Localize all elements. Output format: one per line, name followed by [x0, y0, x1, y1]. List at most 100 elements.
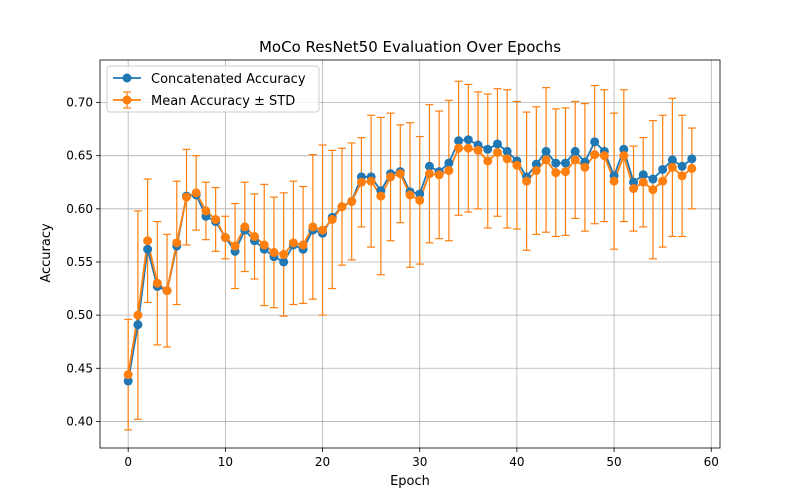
point-mean	[492, 147, 502, 157]
point-mean	[473, 145, 483, 155]
point-concat	[638, 170, 648, 180]
point-concat	[502, 146, 512, 156]
x-tick-label: 30	[412, 455, 427, 469]
point-concat	[483, 144, 493, 154]
point-concat	[133, 320, 143, 330]
point-mean	[230, 241, 240, 251]
point-mean	[667, 162, 677, 172]
point-mean	[201, 206, 211, 216]
point-mean	[288, 238, 298, 248]
legend-entry-mean: Mean Accuracy ± STD	[113, 91, 295, 109]
point-concat	[570, 146, 580, 156]
x-axis-label: Epoch	[390, 474, 430, 489]
point-mean	[609, 176, 619, 186]
point-mean	[541, 155, 551, 165]
point-mean	[279, 250, 289, 260]
point-mean	[405, 190, 415, 200]
point-mean	[629, 184, 639, 194]
point-mean	[191, 188, 201, 198]
point-concat	[123, 376, 133, 386]
legend-label-concat: Concatenated Accuracy	[151, 72, 306, 87]
y-tick-label: 0.60	[66, 202, 93, 216]
legend-marker-concat	[122, 73, 132, 83]
point-mean	[415, 195, 425, 205]
y-tick-label: 0.45	[66, 361, 93, 375]
point-concat	[444, 158, 454, 168]
point-mean	[269, 247, 279, 257]
point-concat	[658, 164, 668, 174]
point-mean	[240, 222, 250, 232]
point-concat	[560, 158, 570, 168]
y-axis-label: Accuracy	[39, 223, 54, 283]
point-mean	[677, 171, 687, 181]
point-mean	[337, 202, 347, 212]
point-mean	[454, 143, 464, 153]
point-mean	[434, 170, 444, 180]
point-concat	[463, 135, 473, 145]
point-concat	[424, 161, 434, 171]
point-mean	[366, 176, 376, 186]
point-mean	[570, 155, 580, 165]
point-mean	[502, 154, 512, 164]
x-tick-label: 40	[509, 455, 524, 469]
point-mean	[386, 172, 396, 182]
point-mean	[687, 163, 697, 173]
y-tick-label: 0.40	[66, 414, 93, 428]
point-mean	[638, 177, 648, 187]
y-tick-label: 0.65	[66, 149, 93, 163]
point-concat	[667, 155, 677, 165]
point-mean	[318, 225, 328, 235]
point-mean	[250, 231, 260, 241]
point-mean	[551, 168, 561, 178]
point-concat	[415, 189, 425, 199]
x-tick-label: 10	[218, 455, 233, 469]
point-mean	[512, 160, 522, 170]
point-concat	[629, 177, 639, 187]
point-mean	[143, 236, 153, 246]
point-mean	[463, 143, 473, 153]
y-axis-ticks: 0.40 0.45 0.50 0.55 0.60 0.65 0.70	[66, 96, 100, 428]
point-concat	[551, 158, 561, 168]
point-mean	[347, 196, 357, 206]
legend-label-mean: Mean Accuracy ± STD	[151, 94, 295, 109]
y-tick-label: 0.55	[66, 255, 93, 269]
point-mean	[376, 191, 386, 201]
point-mean	[522, 176, 532, 186]
point-mean	[444, 166, 454, 176]
point-mean	[298, 240, 308, 250]
point-concat	[143, 244, 153, 254]
point-mean	[560, 167, 570, 177]
point-mean	[220, 233, 230, 243]
x-tick-label: 60	[704, 455, 719, 469]
point-mean	[152, 278, 162, 288]
point-concat	[619, 144, 629, 154]
point-concat	[590, 137, 600, 147]
point-mean	[308, 222, 318, 232]
point-mean	[259, 240, 269, 250]
point-mean	[483, 156, 493, 166]
x-tick-label: 20	[315, 455, 330, 469]
x-tick-label: 0	[124, 455, 132, 469]
point-mean	[133, 310, 143, 320]
point-concat	[677, 161, 687, 171]
point-mean	[599, 151, 609, 161]
point-mean	[648, 185, 658, 195]
x-axis-ticks: 0 10 20 30 40 50 60	[124, 448, 719, 469]
point-mean	[531, 166, 541, 176]
point-mean	[395, 169, 405, 179]
point-concat	[492, 139, 502, 149]
point-concat	[687, 154, 697, 164]
point-mean	[162, 286, 172, 296]
point-concat	[648, 174, 658, 184]
point-mean	[658, 176, 668, 186]
point-mean	[580, 162, 590, 172]
point-mean	[590, 150, 600, 160]
legend: Concatenated Accuracy Mean Accuracy ± ST…	[106, 65, 320, 113]
chart-title: MoCo ResNet50 Evaluation Over Epochs	[259, 38, 561, 56]
legend-marker-mean	[122, 95, 132, 105]
point-mean	[356, 177, 366, 187]
plot-frame	[99, 59, 721, 449]
point-concat	[454, 136, 464, 146]
point-mean	[123, 370, 133, 380]
